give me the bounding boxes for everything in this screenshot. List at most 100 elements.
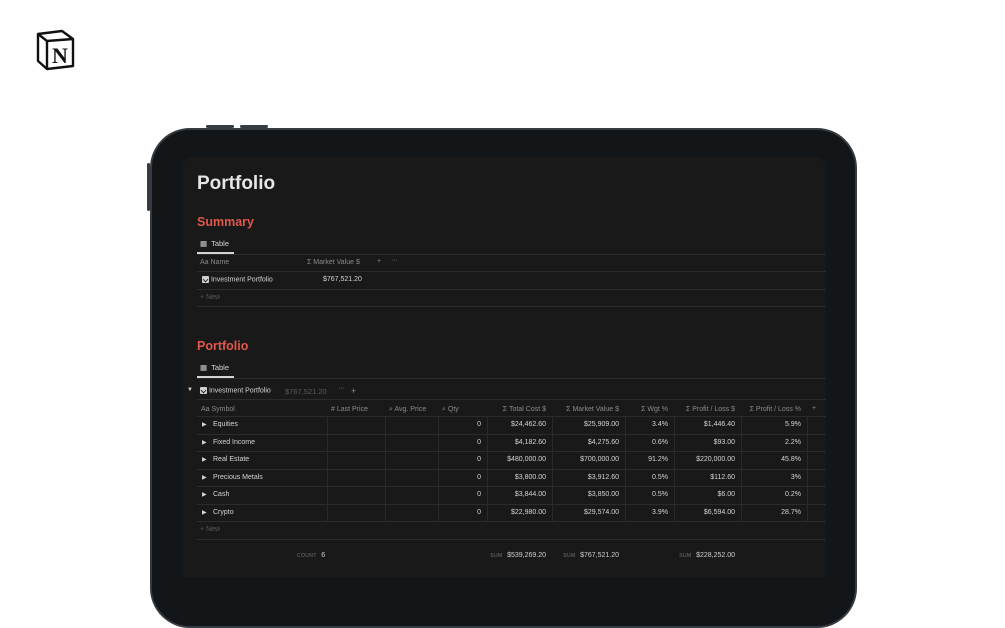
more-icon[interactable]: ··· xyxy=(391,257,398,264)
column-type-icon: Σ xyxy=(749,406,756,413)
wgt-cell: 3.9% xyxy=(652,508,668,516)
row-toggle[interactable]: ▶ xyxy=(202,492,207,498)
column-header[interactable]: Σ Market Value $ xyxy=(566,406,619,413)
column-header[interactable]: Σ Total Cost $ xyxy=(502,406,546,413)
pl-pct-cell: 0.2% xyxy=(785,491,801,498)
svg-text:N: N xyxy=(52,43,68,68)
pl-cell: $112.60 xyxy=(710,473,735,481)
checkbox-icon xyxy=(202,276,209,283)
row-toggle[interactable]: ▶ xyxy=(202,509,207,516)
row-toggle[interactable]: ▶ xyxy=(202,474,207,481)
market-value-cell: $4,275.60 xyxy=(587,438,619,446)
column-divider xyxy=(487,416,488,521)
divider xyxy=(197,306,826,307)
tab-underline xyxy=(197,252,234,254)
total-cost-cell: $24,462.60 xyxy=(510,421,546,428)
pl-pct-cell: 5.9% xyxy=(785,421,801,428)
summary-row[interactable]: Investment Portfolio xyxy=(202,276,273,283)
column-header-market-value[interactable]: Σ Market Value $ xyxy=(307,259,360,266)
add-column-button[interactable]: + xyxy=(812,405,817,412)
total-cost-cell: $480,000.00 xyxy=(507,456,546,463)
new-row-button[interactable]: + New xyxy=(200,294,221,301)
pl-pct-cell: 3% xyxy=(790,473,801,481)
divider xyxy=(197,538,826,540)
device-button xyxy=(147,163,150,211)
add-column-button[interactable]: + xyxy=(377,258,382,265)
column-divider xyxy=(327,416,328,521)
divider xyxy=(197,451,826,452)
column-type-icon: Σ xyxy=(685,406,693,413)
divider xyxy=(197,486,826,487)
qty-cell: 0 xyxy=(477,491,481,498)
symbol-cell[interactable]: Real Estate xyxy=(213,456,250,463)
total-cost-cell: $22,980.00 xyxy=(510,508,546,516)
total-cost-cell: $3,800.00 xyxy=(514,473,546,481)
symbol-cell[interactable]: Fixed Income xyxy=(213,438,256,446)
wgt-cell: 91.2% xyxy=(648,456,668,463)
divider xyxy=(197,399,826,400)
column-divider xyxy=(807,416,808,521)
row-toggle[interactable]: ▶ xyxy=(202,422,207,428)
portfolio-tab-table[interactable]: ▦ Table xyxy=(200,363,230,372)
pl-pct-cell: 28.7% xyxy=(781,508,801,516)
column-divider xyxy=(741,416,742,521)
column-divider xyxy=(438,416,439,521)
symbol-cell[interactable]: Precious Metals xyxy=(213,473,263,481)
footer-count[interactable]: COUNT 6 xyxy=(297,551,326,559)
divider xyxy=(197,433,826,435)
total-cost-cell: $3,844.00 xyxy=(514,491,546,498)
divider xyxy=(197,378,826,379)
qty-cell: 0 xyxy=(477,508,481,516)
pl-cell: $6.00 xyxy=(717,491,735,498)
column-header[interactable]: Σ Profit / Loss % xyxy=(749,406,801,413)
qty-cell: 0 xyxy=(477,438,481,446)
footer-sum[interactable]: SUM $767,521.20 xyxy=(563,551,619,559)
symbol-cell[interactable]: Cash xyxy=(213,491,230,498)
column-header[interactable]: Σ Profit / Loss $ xyxy=(685,406,735,413)
row-toggle[interactable]: ▶ xyxy=(202,439,207,446)
tab-underline xyxy=(197,376,234,378)
footer-sum[interactable]: SUM $228,252.00 xyxy=(679,551,735,559)
column-type-icon: ⌕ xyxy=(442,406,448,413)
column-header[interactable]: # Last Price xyxy=(331,406,368,413)
column-type-icon: Σ xyxy=(566,406,573,413)
portfolio-heading: Portfolio xyxy=(197,339,249,353)
pl-pct-cell: 2.2% xyxy=(785,438,801,446)
divider xyxy=(197,521,826,522)
divider xyxy=(197,254,826,255)
row-toggle[interactable]: ▶ xyxy=(202,457,207,463)
qty-cell: 0 xyxy=(477,473,481,481)
column-header[interactable]: Σ Wgt % xyxy=(641,406,668,413)
group-toggle[interactable]: ▼ xyxy=(187,387,193,393)
add-icon[interactable]: + xyxy=(351,386,357,396)
checkbox-icon xyxy=(200,387,207,394)
summary-heading: Summary xyxy=(197,215,254,229)
summary-tab-table[interactable]: ▦ Table xyxy=(200,239,230,248)
column-divider xyxy=(552,416,553,521)
new-row-button[interactable]: + New xyxy=(200,526,221,533)
footer-sum[interactable]: SUM $539,269.20 xyxy=(490,551,546,559)
column-header-name[interactable]: Aa Name xyxy=(200,259,230,266)
more-icon[interactable]: ··· xyxy=(338,385,345,392)
symbol-cell[interactable]: Crypto xyxy=(213,508,234,516)
group-header[interactable]: Investment Portfolio xyxy=(200,387,271,394)
market-value-cell: $3,912.60 xyxy=(587,473,619,481)
pl-cell: $93.00 xyxy=(713,438,735,446)
pl-cell: $1,446.40 xyxy=(703,421,735,428)
device-button xyxy=(240,125,268,128)
wgt-cell: 0.5% xyxy=(652,473,668,481)
column-header[interactable]: ⌕ Qty xyxy=(442,406,459,413)
market-value-cell: $25,909.00 xyxy=(583,421,619,428)
column-header[interactable]: ⌕ Avg. Price xyxy=(389,406,427,413)
market-value-cell: $29,574.00 xyxy=(583,508,619,516)
table-icon: ▦ xyxy=(200,239,208,248)
device-button xyxy=(206,125,234,128)
column-header[interactable]: Aa Symbol xyxy=(201,406,235,413)
divider xyxy=(197,503,826,505)
column-type-icon: # xyxy=(331,406,337,413)
column-type-icon: Σ xyxy=(502,406,510,413)
qty-cell: 0 xyxy=(477,456,481,463)
column-divider xyxy=(674,416,675,521)
sigma-icon: Σ xyxy=(307,259,314,266)
symbol-cell[interactable]: Equities xyxy=(213,421,238,428)
